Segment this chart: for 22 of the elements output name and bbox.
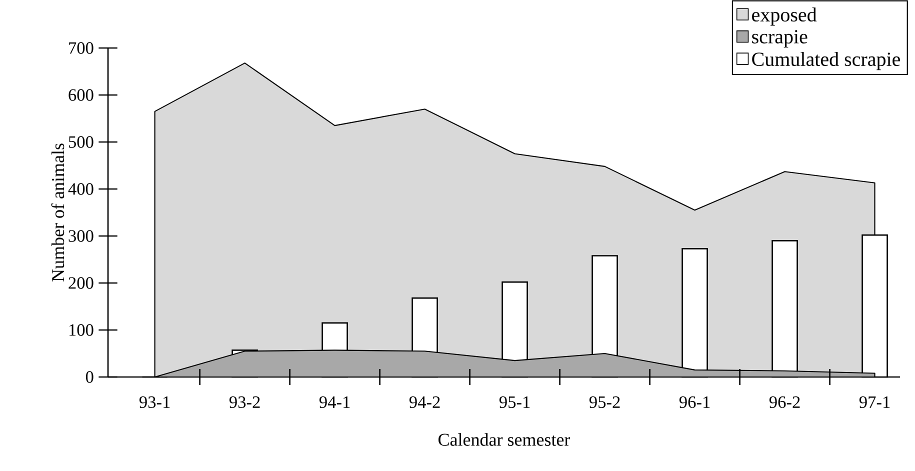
y-tick-label: 700: [69, 42, 94, 54]
x-tick-label: 94-2: [409, 396, 440, 408]
y-tick-label: 400: [68, 183, 94, 195]
x-tick-label: 97-1: [859, 396, 890, 408]
x-tick-label: 93-2: [229, 396, 260, 408]
x-tick-label: 95-2: [589, 396, 620, 408]
legend-label: exposed: [752, 8, 817, 26]
x-tick-label: 95-1: [499, 396, 530, 408]
y-tick-label: 0: [86, 371, 94, 383]
y-tick-label: 200: [68, 277, 94, 289]
y-tick-label: 500: [68, 136, 94, 148]
y-axis-title: Number of animals: [51, 144, 64, 282]
y-tick-label: 100: [69, 324, 94, 336]
x-tick-label: 96-2: [769, 396, 800, 408]
y-tick-label: 300: [68, 230, 94, 242]
x-tick-label: 93-1: [139, 396, 170, 408]
x-tick-label: 94-1: [319, 396, 350, 408]
x-axis-title: Calendar semester: [438, 433, 570, 446]
x-tick-label: 96-1: [679, 396, 710, 408]
legend-label: Cumulated scrapie: [752, 52, 900, 70]
legend-label: scrapie: [752, 30, 808, 48]
y-tick-label: 600: [68, 89, 94, 101]
